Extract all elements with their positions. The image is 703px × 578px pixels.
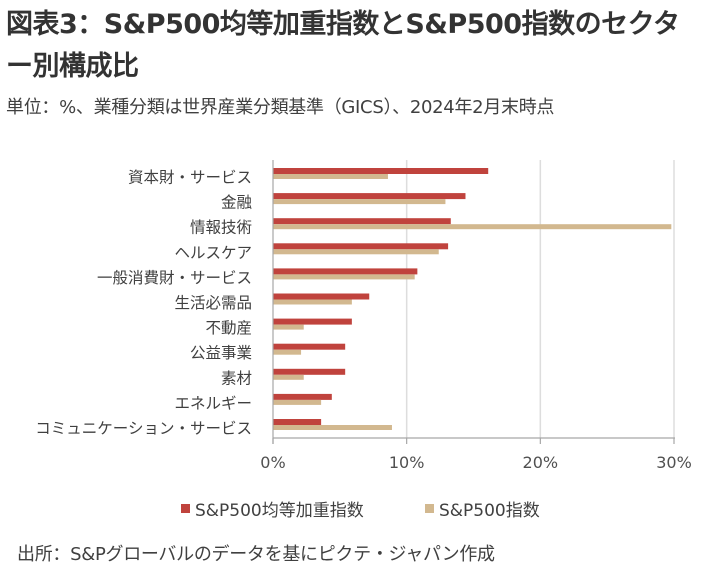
bar-cap-weight-7 (273, 349, 302, 355)
bar-equal-weight-3 (273, 243, 449, 250)
chart-subtitle: 単位：%、業種分類は世界産業分類基準（GICS）、2024年2月末時点 (6, 97, 555, 118)
bar-equal-weight-0 (273, 168, 489, 174)
tick-labels: 0% 10% 20% 30% (260, 453, 691, 472)
legend-swatch-cap-weight (425, 504, 434, 513)
bar-equal-weight-1 (273, 193, 466, 200)
bar-cap-weight-5 (273, 299, 352, 305)
bar-cap-weight-9 (273, 399, 322, 405)
bar-cap-weight-4 (273, 274, 415, 280)
bar-equal-weight-8 (273, 368, 346, 375)
bar-equal-weight-10 (273, 419, 322, 425)
category-label: 金融 (221, 194, 252, 212)
bar-equal-weight-6 (273, 318, 352, 325)
legend-swatch-equal-weight (181, 504, 190, 513)
category-label: エネルギー (174, 394, 252, 412)
category-label: 素材 (221, 369, 252, 387)
category-label: ヘルスケア (174, 244, 252, 262)
source-note: 出所：S&Pグローバルのデータを基にピクテ・ジャパン作成 (17, 544, 495, 565)
category-label: 資本財・サービス (128, 169, 252, 187)
axes (272, 160, 675, 444)
bar-cap-weight-3 (273, 249, 439, 255)
legend: S&P500均等加重指数 S&P500指数 (0, 496, 703, 526)
bars (273, 168, 672, 430)
x-tick-label: 30% (656, 453, 692, 472)
category-label: 情報技術 (190, 219, 252, 237)
chart-title: 図表3：S&P500均等加重指数とS&P500指数のセクター別構成比 (6, 9, 680, 82)
x-tick-label: 20% (523, 453, 559, 472)
bar-cap-weight-8 (273, 374, 304, 380)
bar-cap-weight-0 (273, 174, 388, 179)
x-tick-label: 10% (389, 453, 425, 472)
legend-label-cap-weight: S&P500指数 (439, 501, 540, 521)
gridlines (405, 160, 675, 438)
bar-equal-weight-7 (273, 343, 346, 350)
category-label: 生活必需品 (174, 294, 252, 312)
legend-label-equal-weight: S&P500均等加重指数 (195, 501, 364, 521)
category-label: コミュニケーション・サービス (35, 420, 252, 438)
legend-item-equal-weight: S&P500均等加重指数 (181, 496, 364, 521)
bar-equal-weight-9 (273, 393, 332, 400)
bar-cap-weight-2 (273, 224, 672, 230)
category-labels: 資本財・サービス金融情報技術ヘルスケア一般消費財・サービス生活必需品不動産公益事… (35, 169, 252, 438)
legend-item-cap-weight: S&P500指数 (425, 496, 540, 521)
category-label: 公益事業 (190, 344, 252, 362)
bar-cap-weight-6 (273, 324, 304, 330)
bar-equal-weight-4 (273, 268, 418, 275)
bar-equal-weight-5 (273, 293, 370, 300)
x-tick-label: 0% (260, 453, 285, 472)
bar-equal-weight-2 (273, 218, 451, 225)
bar-cap-weight-1 (273, 199, 446, 205)
category-label: 不動産 (205, 319, 252, 337)
bar-cap-weight-10 (273, 425, 392, 430)
category-label: 一般消費財・サービス (97, 269, 252, 287)
